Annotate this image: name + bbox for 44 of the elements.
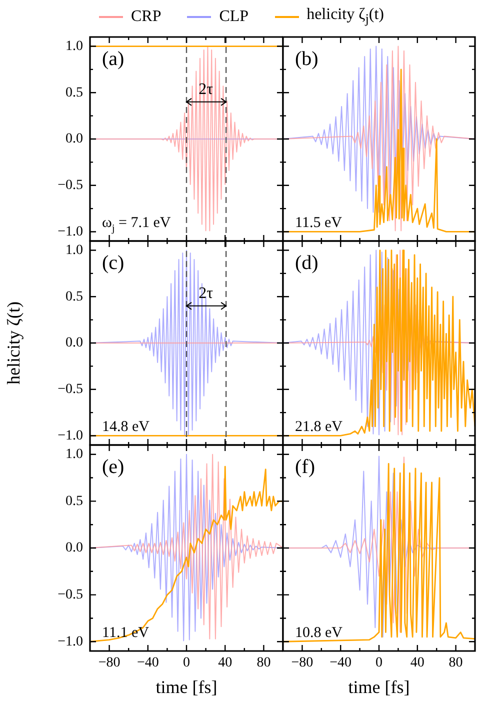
x-tick-label: −80: [98, 656, 120, 671]
y-tick-label: 1.0: [66, 242, 83, 258]
annotation: (c): [102, 252, 124, 274]
y-tick-label: 0.0: [66, 336, 83, 351]
legend-label: helicity ζ$_{j}$(t): [306, 6, 384, 28]
x-tick-label: 0: [183, 656, 190, 671]
y-tick-label: −0.5: [58, 382, 83, 398]
y-tick-label: 0.0: [66, 132, 83, 147]
y-tick-label: −1.0: [58, 428, 83, 444]
x-tick-label: 80: [448, 656, 463, 671]
annotation: 11.1 eV: [102, 625, 150, 641]
annotation: (d): [295, 252, 318, 274]
legend-label: CLP: [219, 8, 249, 26]
x-tick-label: 80: [256, 656, 271, 671]
x-axis-title: time [fs]: [347, 677, 411, 698]
annotation: 2τ: [198, 284, 214, 302]
x-axis-title: time [fs]: [154, 677, 218, 698]
legend-label: CRP: [130, 8, 162, 26]
annotation: (e): [102, 456, 124, 478]
y-tick-label: −1.0: [58, 224, 83, 240]
x-tick-label: −40: [330, 656, 352, 671]
y-tick-label: −1.0: [58, 634, 83, 650]
annotation: 14.8 eV: [102, 419, 150, 435]
annotation: 11.5 eV: [295, 215, 342, 231]
annotation: 2τ: [198, 80, 214, 98]
y-tick-label: 1.0: [66, 38, 83, 54]
annotation: (f): [295, 456, 315, 478]
x-tick-label: −80: [291, 656, 314, 671]
annotation: 10.8 eV: [295, 625, 343, 641]
y-tick-label: −0.5: [58, 587, 83, 602]
y-axis-title: helicity ζ(t): [4, 302, 24, 384]
annotation: 21.8 eV: [295, 419, 343, 435]
y-tick-label: 0.5: [66, 289, 83, 304]
x-tick-label: 40: [218, 656, 232, 671]
y-tick-label: −0.5: [58, 178, 83, 194]
x-tick-label: −40: [136, 656, 159, 671]
annotation: (b): [295, 48, 318, 70]
annotation: (a): [102, 48, 124, 70]
y-tick-label: 1.0: [66, 447, 83, 462]
y-tick-label: 0.5: [66, 85, 83, 100]
x-tick-label: 0: [376, 656, 382, 671]
y-tick-label: 0.0: [66, 540, 83, 556]
y-tick-label: 0.5: [66, 494, 83, 509]
x-tick-label: 40: [410, 656, 424, 671]
